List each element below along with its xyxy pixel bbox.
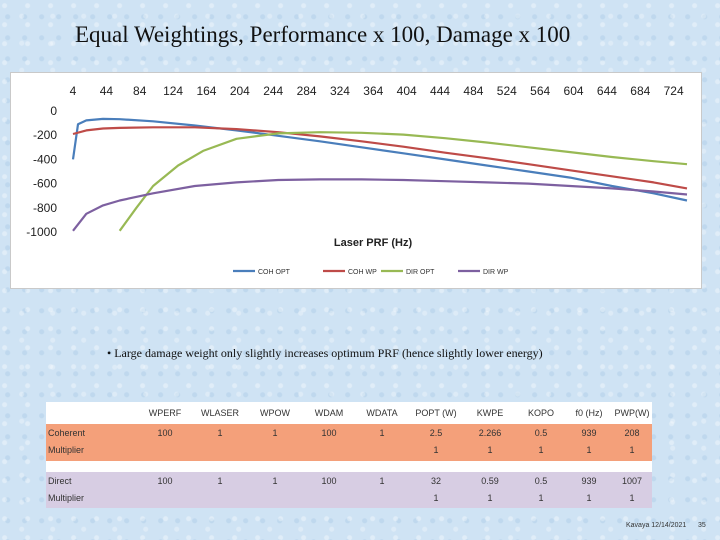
table-cell: 2.266 1 bbox=[464, 424, 516, 461]
table-cell: 1 bbox=[192, 471, 248, 508]
x-axis-label: Laser PRF (Hz) bbox=[334, 237, 413, 249]
header-cell: f0 (Hz) bbox=[566, 402, 612, 425]
x-tick-label: 644 bbox=[597, 84, 617, 98]
table-row: Direct Multiplier 100 1 1 100 1 32 1 0.59… bbox=[46, 471, 652, 508]
y-tick-label: -800 bbox=[33, 201, 57, 215]
table-cell: 100 bbox=[302, 471, 356, 508]
parameter-table: WPERF WLASER WPOW WDAM WDATA POPT (W) KW… bbox=[46, 402, 652, 508]
x-tick-label: 4 bbox=[70, 84, 77, 98]
table-cell: 100 bbox=[302, 424, 356, 461]
table-header-row: WPERF WLASER WPOW WDAM WDATA POPT (W) KW… bbox=[46, 402, 652, 425]
table-cell: 939 1 bbox=[566, 424, 612, 461]
slide-title: Equal Weightings, Performance x 100, Dam… bbox=[75, 22, 571, 47]
table-cell: 1 bbox=[356, 471, 408, 508]
table-spacer-row bbox=[46, 460, 652, 472]
legend-label: DIR OPT bbox=[406, 269, 435, 276]
row-label-bottom: Multiplier bbox=[48, 492, 85, 503]
row-label-top: Direct bbox=[48, 475, 72, 486]
chart-area: 4 44 84 124 164 204 244 284 324 364 404 444 484 524 56… bbox=[10, 72, 702, 289]
y-tick-label: 0 bbox=[50, 104, 57, 118]
x-tick-label: 324 bbox=[330, 84, 350, 98]
table-cell: 208 1 bbox=[612, 424, 652, 461]
series-line-coh-wp bbox=[72, 126, 688, 190]
legend-label: DIR WP bbox=[483, 269, 509, 276]
x-tick-label: 124 bbox=[163, 84, 183, 98]
row-label-top: Coherent bbox=[48, 428, 86, 439]
x-tick-label: 404 bbox=[397, 84, 417, 98]
x-tick-label: 444 bbox=[430, 84, 450, 98]
x-tick-label: 564 bbox=[530, 84, 550, 98]
header-cell: PWP(W) bbox=[612, 402, 652, 425]
x-tick-label: 524 bbox=[497, 84, 517, 98]
y-tick-label: -200 bbox=[33, 128, 57, 142]
header-cell: WDATA bbox=[356, 402, 408, 425]
page-number: 35 bbox=[698, 522, 706, 529]
line-chart: 4 44 84 124 164 204 244 284 324 364 404 444 484 524 56… bbox=[26, 84, 688, 276]
header-cell bbox=[46, 402, 138, 425]
header-cell: WLASER bbox=[192, 402, 248, 425]
table-cell: 939 1 bbox=[566, 471, 612, 508]
x-tick-label: 204 bbox=[230, 84, 250, 98]
row-label: Direct Multiplier bbox=[46, 471, 138, 508]
footer-author-date: Kavaya 12/14/2021 bbox=[626, 522, 687, 529]
x-tick-label: 84 bbox=[133, 84, 147, 98]
table-cell: 0.5 1 bbox=[516, 471, 566, 508]
table-cell: 1 bbox=[248, 471, 302, 508]
legend-label: COH OPT bbox=[258, 269, 291, 276]
table-cell: 0.5 1 bbox=[516, 424, 566, 461]
x-tick-label: 604 bbox=[564, 84, 584, 98]
table-cell: 100 bbox=[138, 471, 192, 508]
x-tick-label: 684 bbox=[630, 84, 650, 98]
header-cell: KWPE bbox=[464, 402, 516, 425]
table-cell: 1007 1 bbox=[612, 471, 652, 508]
series-line-dir-opt bbox=[118, 131, 688, 232]
x-tick-label: 244 bbox=[263, 84, 283, 98]
header-cell: POPT (W) bbox=[408, 402, 464, 425]
y-tick-label: -1000 bbox=[26, 225, 57, 239]
legend-label: COH WP bbox=[348, 269, 377, 276]
x-tick-label: 484 bbox=[463, 84, 483, 98]
table-cell: 1 bbox=[248, 424, 302, 461]
table-cell: 2.5 1 bbox=[408, 424, 464, 461]
table-cell: 0.59 1 bbox=[464, 471, 516, 508]
y-tick-label: -600 bbox=[33, 177, 57, 191]
row-label-bottom: Multiplier bbox=[48, 445, 85, 456]
series-line-coh-opt bbox=[71, 117, 688, 202]
header-cell: WPERF bbox=[138, 402, 192, 425]
x-tick-label: 364 bbox=[363, 84, 383, 98]
row-label: Coherent Multiplier bbox=[46, 424, 138, 461]
table-row: Coherent Multiplier 100 1 1 100 1 2.5 1 2… bbox=[46, 424, 652, 461]
header-cell: WPOW bbox=[248, 402, 302, 425]
x-tick-label: 284 bbox=[297, 84, 317, 98]
x-tick-label: 724 bbox=[664, 84, 684, 98]
series-line-dir-wp bbox=[72, 178, 688, 232]
x-tick-label: 164 bbox=[196, 84, 216, 98]
header-cell: KOPO bbox=[516, 402, 566, 425]
table-cell: 100 bbox=[138, 424, 192, 461]
table-cell: 1 bbox=[192, 424, 248, 461]
x-tick-label: 44 bbox=[100, 84, 114, 98]
table-cell: 1 bbox=[356, 424, 408, 461]
bullet-text: • Large damage weight only slightly incr… bbox=[107, 346, 543, 360]
y-tick-label: -400 bbox=[33, 152, 57, 166]
table-cell: 32 1 bbox=[408, 471, 464, 508]
header-cell: WDAM bbox=[302, 402, 356, 425]
